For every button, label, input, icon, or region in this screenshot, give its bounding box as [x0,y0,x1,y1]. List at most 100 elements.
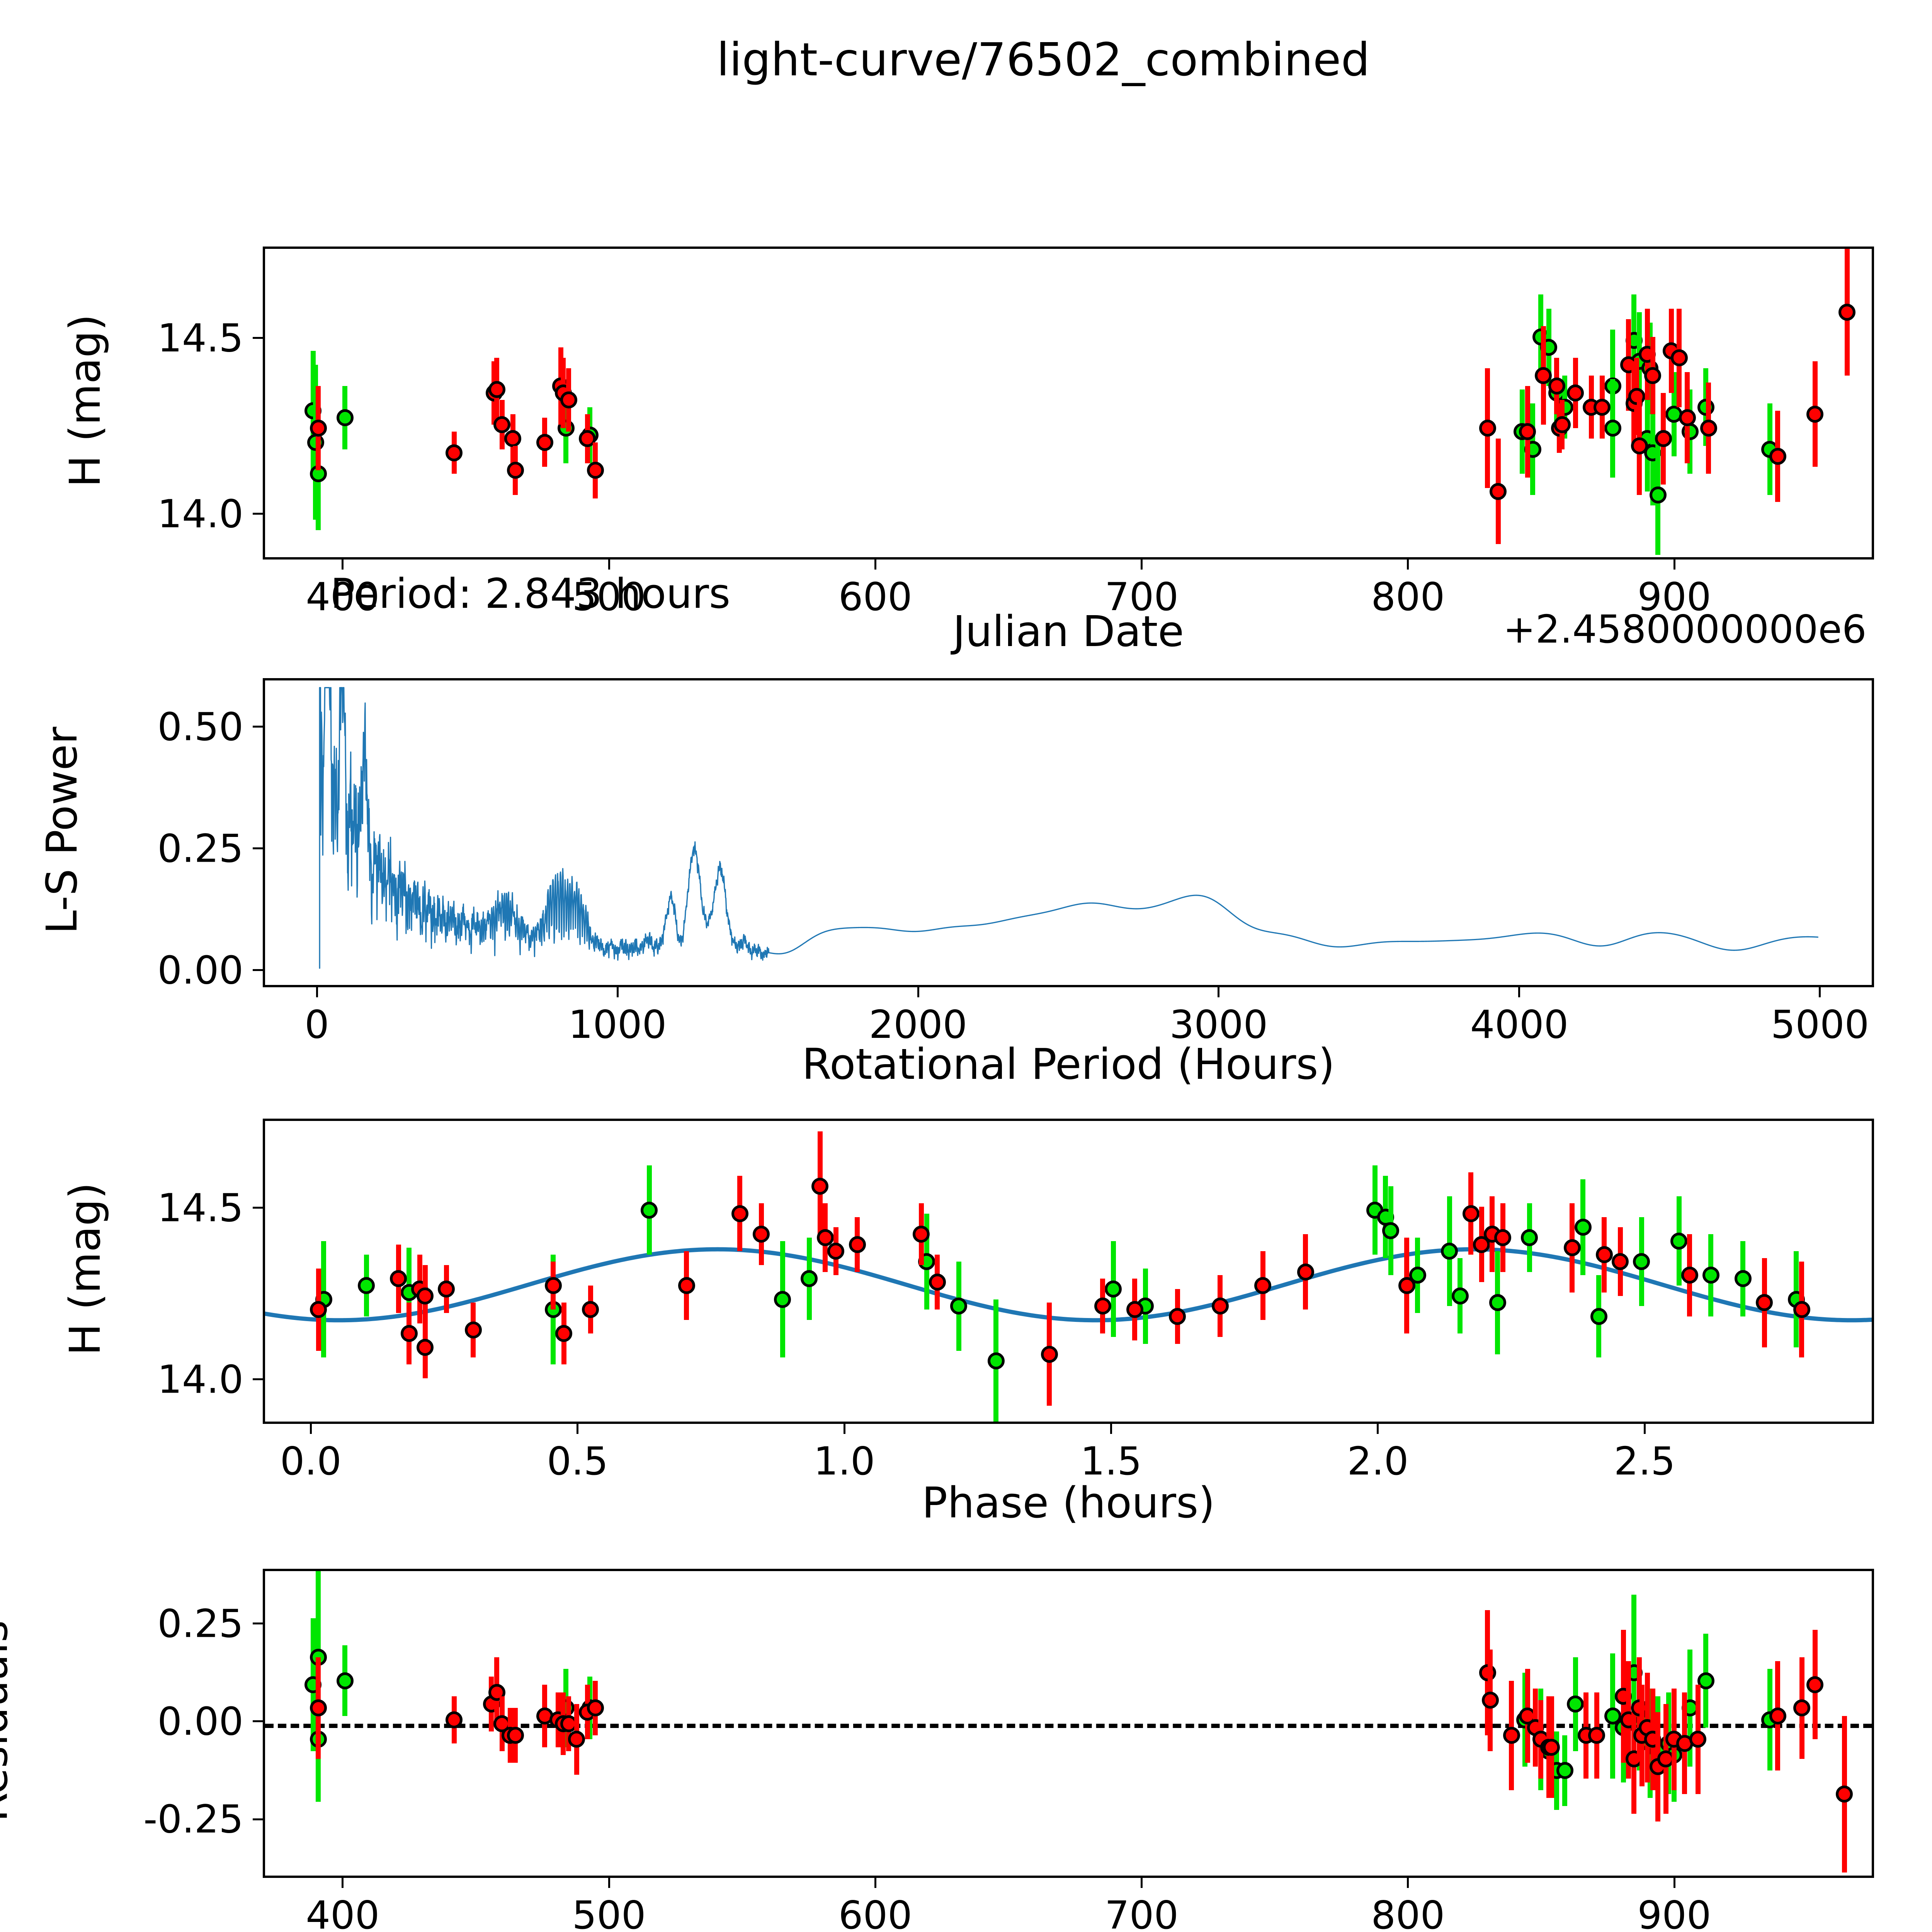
x-tick [1377,1424,1379,1434]
data-point [400,1325,418,1342]
data-point [536,434,553,451]
plot-area-phase-folded [265,1121,1872,1422]
data-point [1681,1267,1698,1284]
data-point [1756,1294,1773,1311]
data-point [1567,1696,1584,1713]
data-point [1838,303,1856,321]
data-point [1689,1731,1707,1748]
x-tick [1673,560,1675,570]
x-tick-label: 4000 [1470,1002,1569,1047]
data-point [1563,1239,1581,1257]
x-tick-label: 1000 [568,1002,667,1047]
data-point [1649,486,1667,504]
data-point [507,1727,524,1744]
data-point [987,1352,1005,1370]
data-point [950,1298,968,1315]
y-tick [253,847,263,850]
data-point [1553,416,1571,434]
data-point [560,391,577,409]
data-point [1398,1277,1415,1294]
data-point [1700,420,1717,437]
y-tick [253,1378,263,1381]
x-tick [874,560,876,570]
data-point [1697,1672,1714,1689]
x-tick-label: 600 [838,574,912,619]
data-point [1679,409,1696,426]
data-point [438,1280,455,1298]
data-point [555,1325,573,1342]
data-point [417,1287,434,1304]
data-point [1041,1345,1058,1363]
data-point [1494,1229,1512,1246]
data-point [587,462,604,479]
x-tick [843,1424,845,1434]
data-point [488,381,505,398]
x-tick-label: 800 [1371,574,1445,619]
data-point [493,416,511,434]
axis-offset-residuals: +2.4580000000e6 [1503,1926,1867,1932]
data-point [1382,1222,1400,1240]
axis-label-residuals-x: Julian Date [798,1926,1339,1932]
data-point [1451,1287,1469,1304]
x-tick [1218,987,1220,997]
axes-residuals [263,1569,1874,1878]
data-point [753,1225,770,1243]
data-point [929,1274,946,1291]
x-tick [1407,560,1409,570]
y-tick [253,1720,263,1723]
data-point [1594,398,1611,416]
y-tick [253,969,263,971]
axes-lightcurve [263,247,1874,560]
y-tick [253,337,263,339]
data-point [1644,367,1662,384]
x-tick [342,1878,344,1888]
x-tick [342,560,344,570]
data-point [417,1338,434,1356]
data-point [1612,1253,1629,1270]
data-point [1503,1727,1520,1744]
data-point [1297,1263,1314,1281]
data-point [774,1291,791,1308]
data-point [464,1321,482,1339]
data-point [568,1731,585,1748]
y-tick [253,513,263,515]
data-point [816,1229,834,1246]
axis-label-residuals-y: Residuals [0,1620,17,1822]
data-point [1490,483,1507,500]
data-point [731,1205,748,1222]
data-point [1094,1298,1111,1315]
x-tick [608,560,610,570]
sinusoid-fit-curve [265,1121,1872,1422]
y-tick-label: 14.5 [157,315,243,361]
x-tick-label: 900 [1637,574,1711,619]
data-point [1521,1229,1538,1246]
data-point [336,409,354,426]
x-tick-label: 400 [306,574,380,619]
x-tick-label: 2.5 [1614,1439,1675,1484]
data-point [1574,1219,1592,1236]
data-point [1588,1727,1605,1744]
y-tick [253,1818,263,1820]
x-tick-label: 5000 [1770,1002,1869,1047]
x-tick-label: 600 [838,1893,912,1932]
data-point [1481,1692,1499,1709]
data-point [1548,377,1565,395]
x-tick-label: 800 [1371,1893,1445,1932]
period-annotation: Period: 2.843 hours [330,570,731,617]
x-tick [616,987,619,997]
data-point [1633,1253,1650,1270]
data-point [1462,1205,1480,1222]
data-point [1590,1308,1607,1325]
data-point [1702,1267,1719,1284]
x-tick [1141,560,1143,570]
axis-label-lightcurve-x: Julian Date [952,607,1184,656]
axis-label-phase-x: Phase (hours) [922,1478,1215,1527]
data-point [801,1270,818,1287]
y-tick-label: 0.00 [157,947,243,993]
x-tick-label: 700 [1105,574,1179,619]
data-point [1535,367,1552,384]
x-tick-label: 0.5 [547,1439,609,1484]
axes-periodogram [263,678,1874,987]
data-point [1519,423,1536,440]
x-tick [1110,1424,1112,1434]
